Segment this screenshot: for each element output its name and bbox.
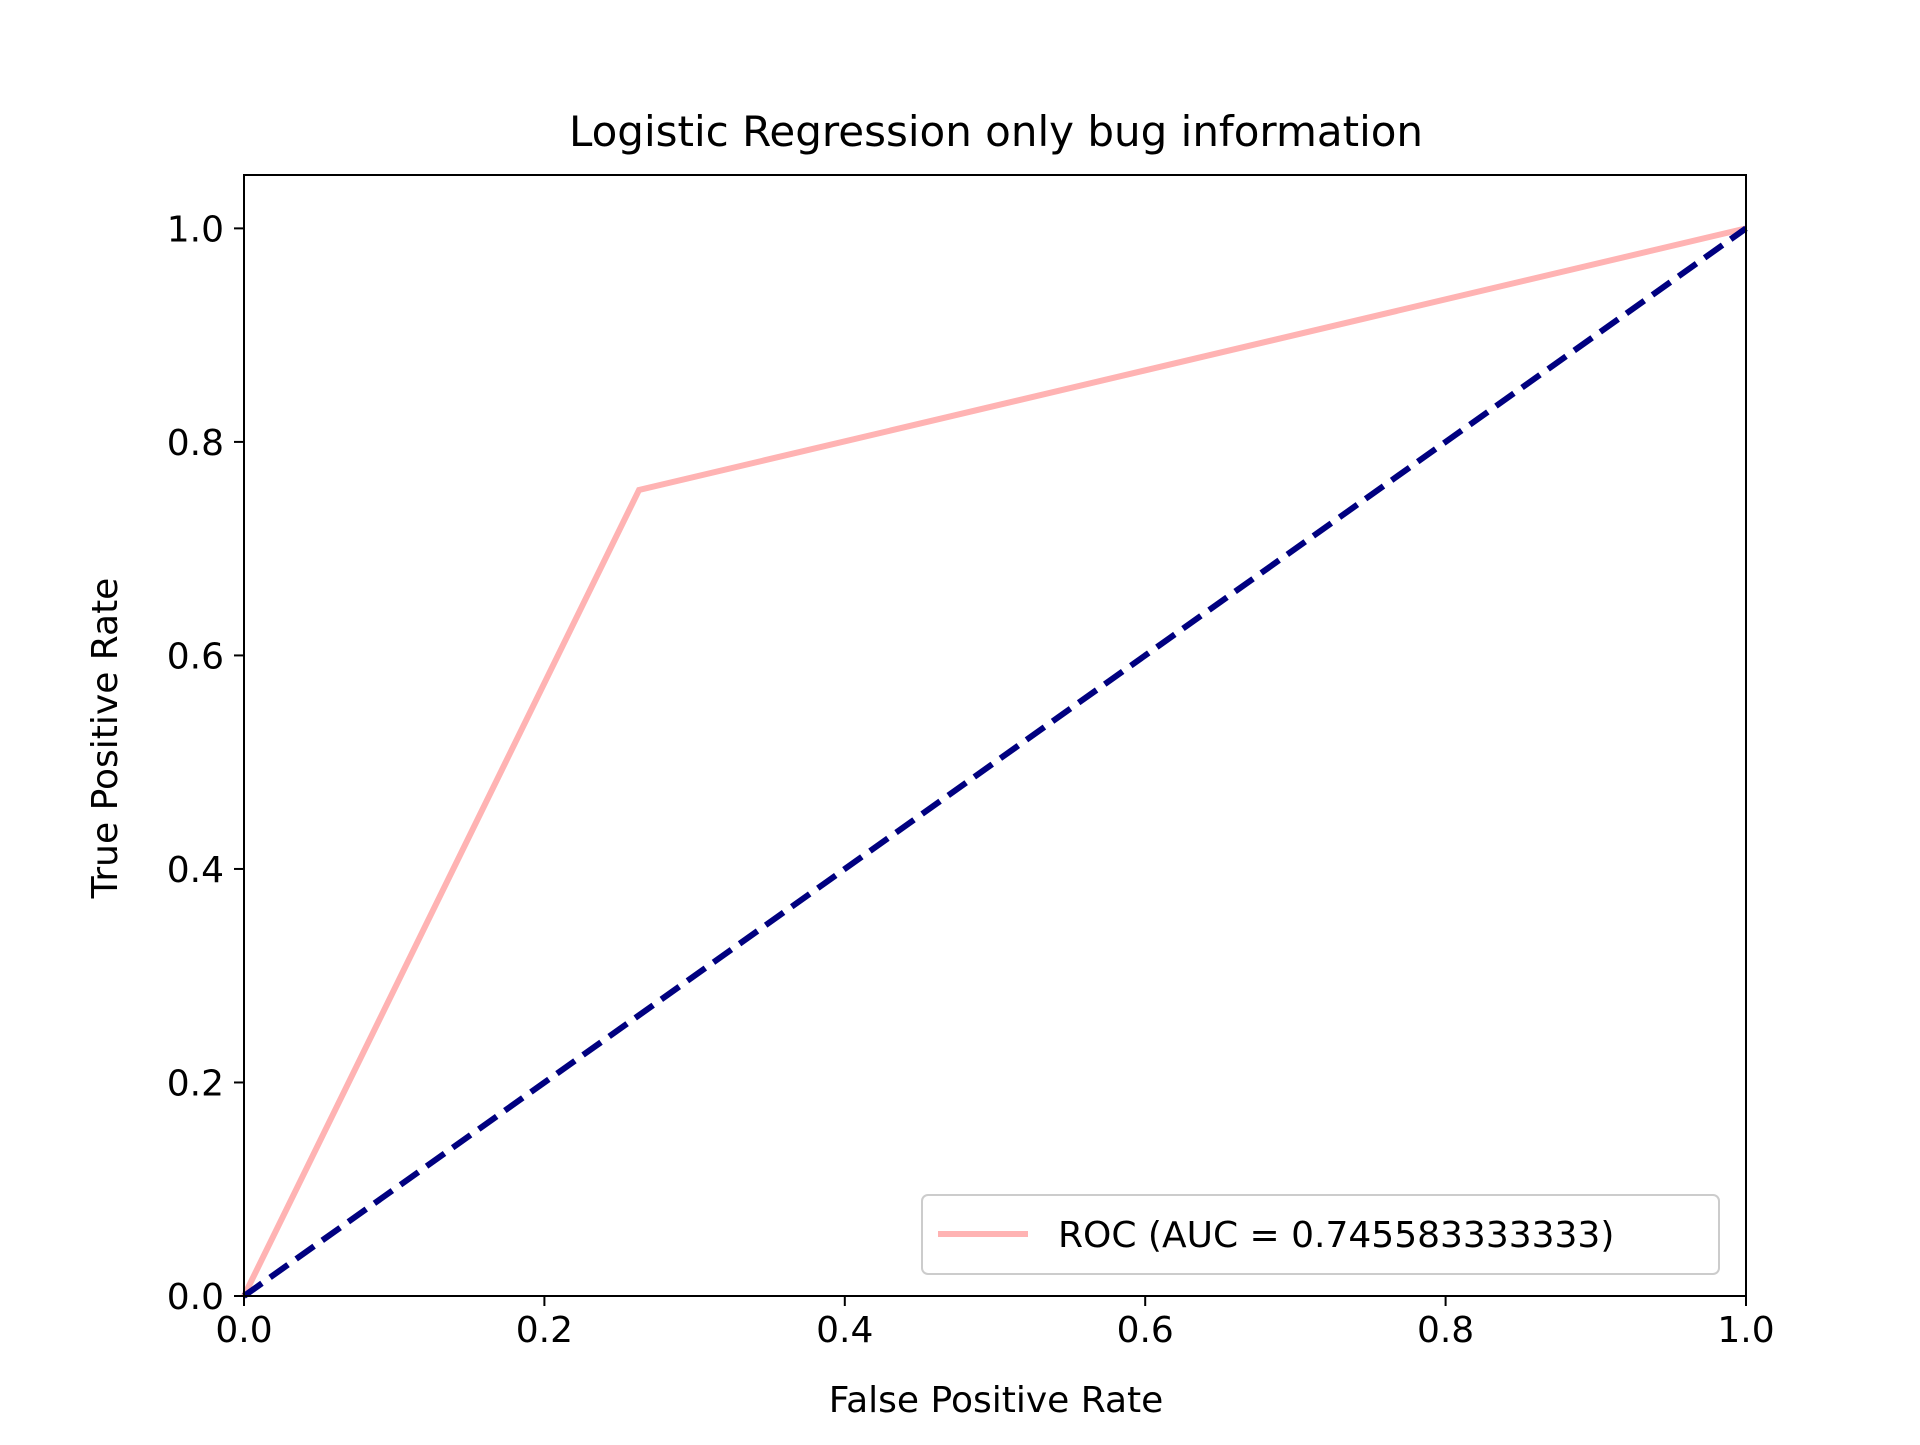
x-tick-label: 1.0 xyxy=(1717,1310,1774,1351)
series-line-diagonal xyxy=(242,225,1748,1299)
legend-frame xyxy=(921,1194,1720,1275)
y-tick-label: 0.8 xyxy=(167,423,224,464)
x-tick-label: 0.0 xyxy=(215,1310,272,1351)
y-tick-label: 0.4 xyxy=(167,850,224,891)
x-axis-label: False Positive Rate xyxy=(829,1380,1164,1421)
y-tick-label: 0.0 xyxy=(167,1277,224,1318)
plot-area: 0.0 0.2 0.4 0.6 0.8 1.0 0.0 0.2 0.4 0.6 0.8 1.0 xyxy=(167,174,1775,1351)
y-axis-label: True Positive Rate xyxy=(85,578,126,900)
legend-label-roc: ROC (AUC = 0.745583333333) xyxy=(1058,1215,1614,1256)
y-tick-label: 1.0 xyxy=(167,209,224,250)
x-tick-label: 0.2 xyxy=(516,1310,573,1351)
x-tick-label: 0.6 xyxy=(1117,1310,1174,1351)
x-tick-label: 0.4 xyxy=(816,1310,873,1351)
y-tick-label: 0.6 xyxy=(167,636,224,677)
y-tick-label: 0.2 xyxy=(167,1063,224,1104)
axes-frame xyxy=(243,174,1747,1297)
chart-title: Logistic Regression only bug information xyxy=(569,107,1423,156)
series-line-roc xyxy=(241,225,1747,1298)
legend: ROC (AUC = 0.745583333333) xyxy=(921,1194,1720,1275)
x-tick-label: 0.8 xyxy=(1417,1310,1474,1351)
